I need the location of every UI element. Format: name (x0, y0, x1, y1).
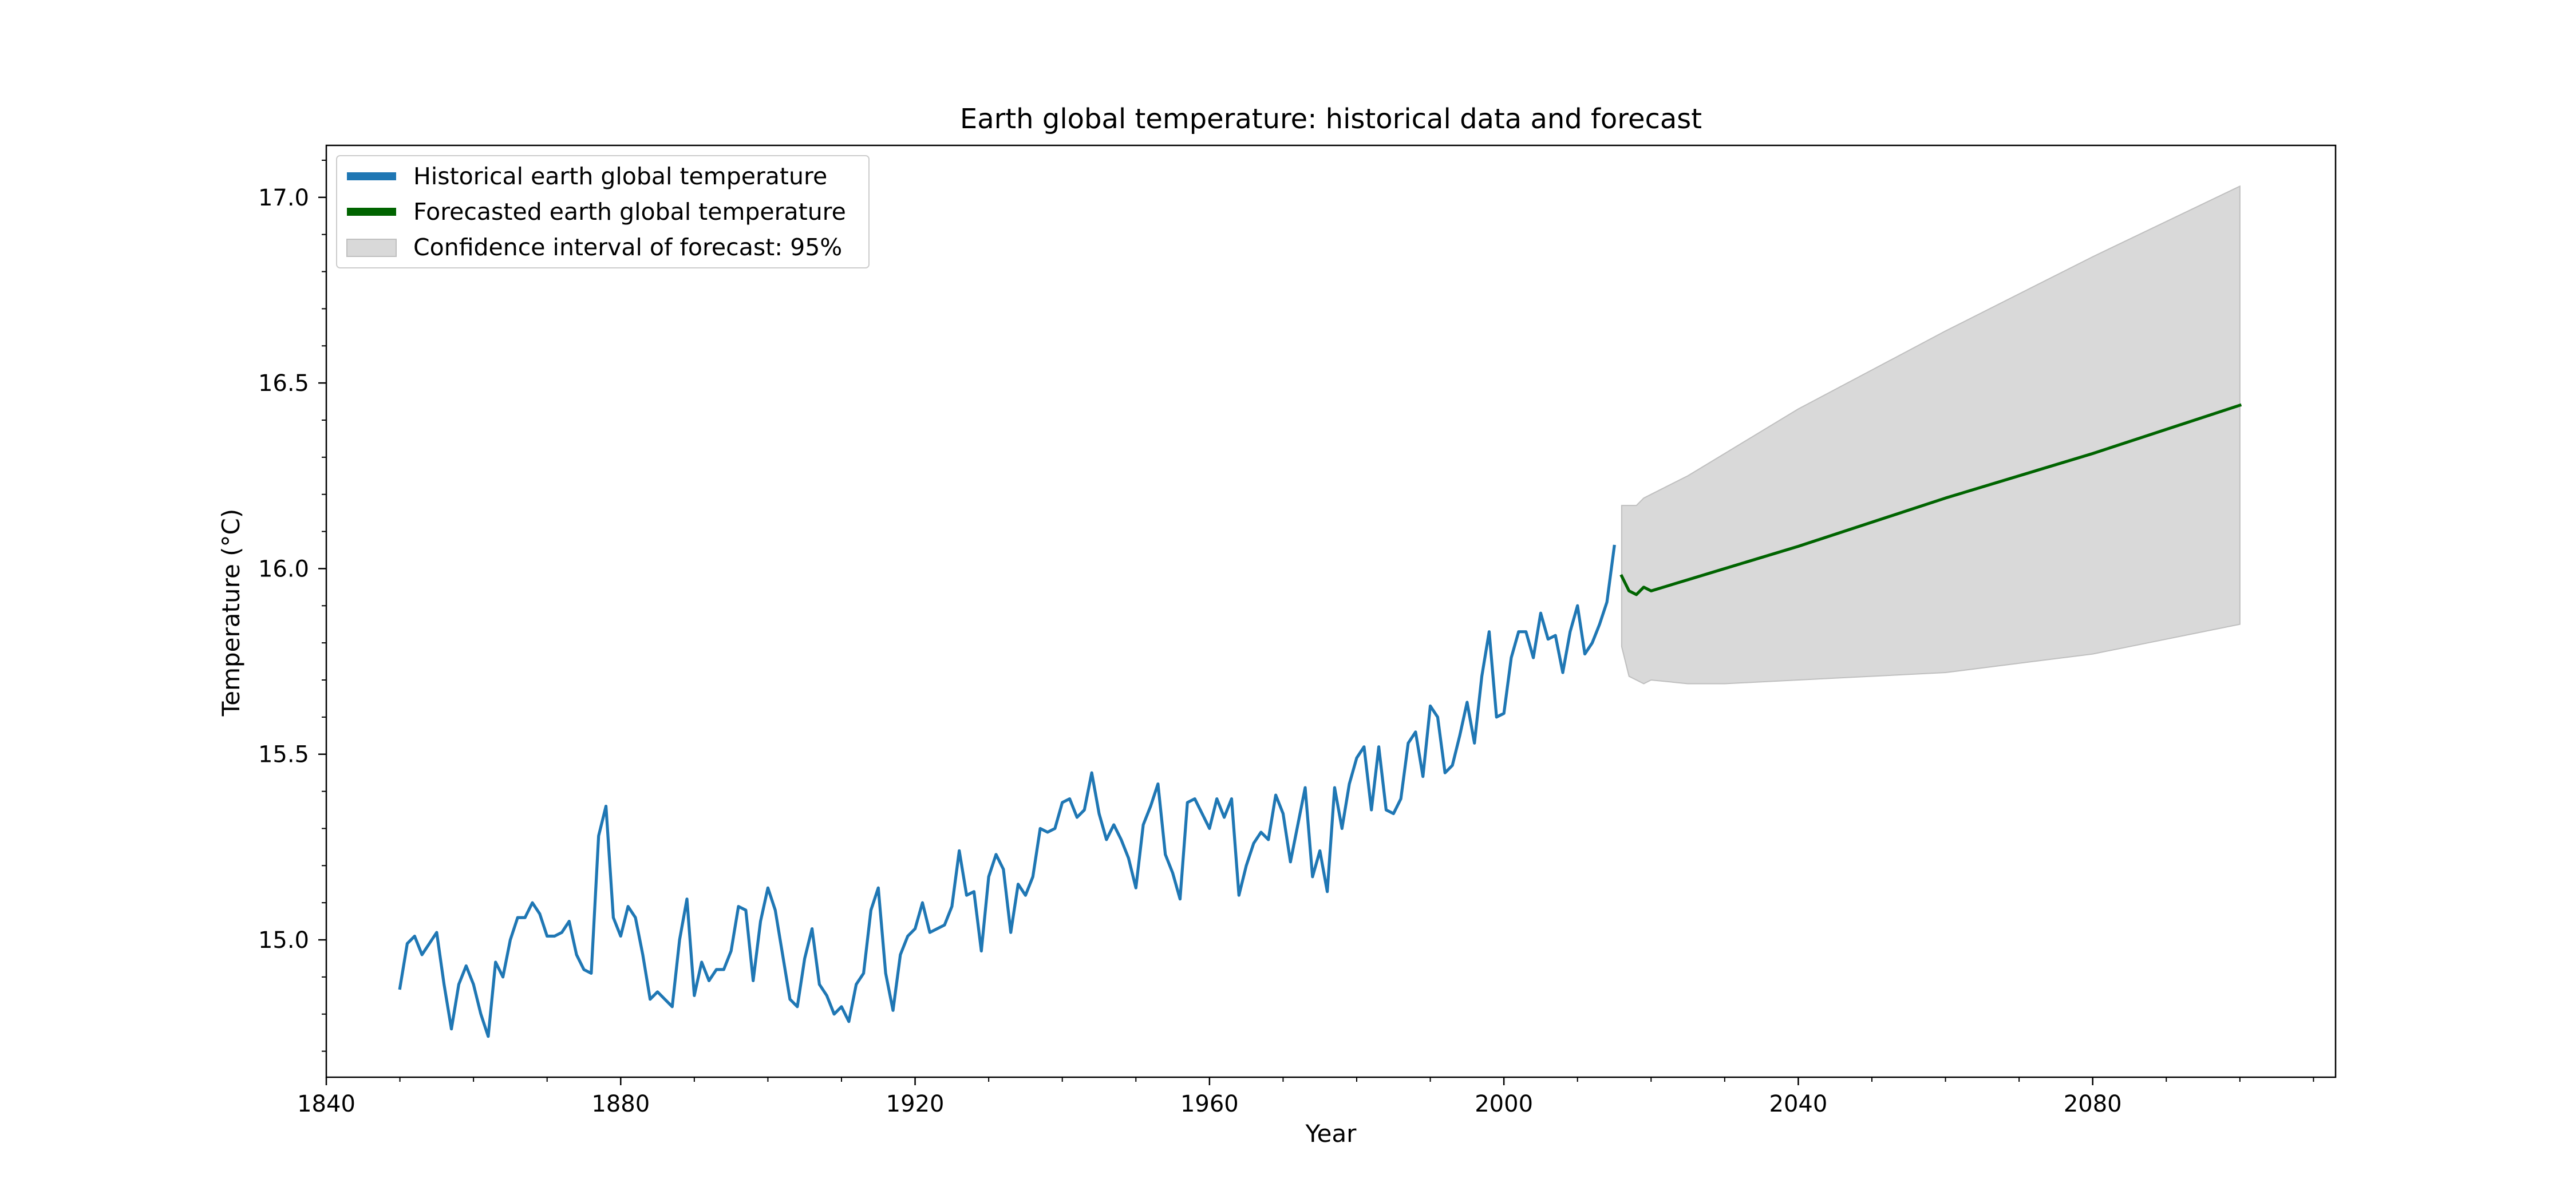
y-tick-label: 15.5 (258, 742, 309, 768)
forecast-temperature-line (1619, 403, 2242, 596)
x-tick-label: 1840 (297, 1091, 355, 1117)
plot-area: 1840 1880 1920 1960 2000 2040 2080 15.0 15.5 16.0… (258, 144, 2337, 1117)
x-tick-label: 2040 (1769, 1091, 1828, 1117)
historical-temperature-line (398, 544, 1616, 1038)
x-axis-label: Year (1305, 1120, 1357, 1148)
axes-frame (325, 144, 2337, 1078)
legend-swatch-confidence (346, 239, 397, 257)
x-tick-label: 2080 (2064, 1091, 2122, 1117)
y-tick-label: 15.0 (258, 927, 309, 954)
legend-label: Confidence interval of forecast: 95% (413, 234, 842, 261)
x-tick-label: 2000 (1475, 1091, 1533, 1117)
y-tick-label: 17.0 (258, 185, 309, 211)
x-tick-label: 1920 (886, 1091, 945, 1117)
legend-label: Historical earth global temperature (413, 163, 827, 190)
legend-box (336, 155, 870, 268)
x-tick-label: 1960 (1180, 1091, 1239, 1117)
legend-label: Forecasted earth global temperature (413, 198, 846, 226)
x-tick-label: 1880 (591, 1091, 650, 1117)
y-axis-label: Temperature (°C) (217, 509, 245, 717)
y-tick-label: 16.5 (258, 370, 309, 397)
legend: Historical earth global temperature Forec… (336, 155, 870, 268)
y-tick-label: 16.0 (258, 556, 309, 582)
chart-title: Earth global temperature: historical dat… (960, 103, 1702, 135)
confidence-band (1621, 185, 2241, 685)
